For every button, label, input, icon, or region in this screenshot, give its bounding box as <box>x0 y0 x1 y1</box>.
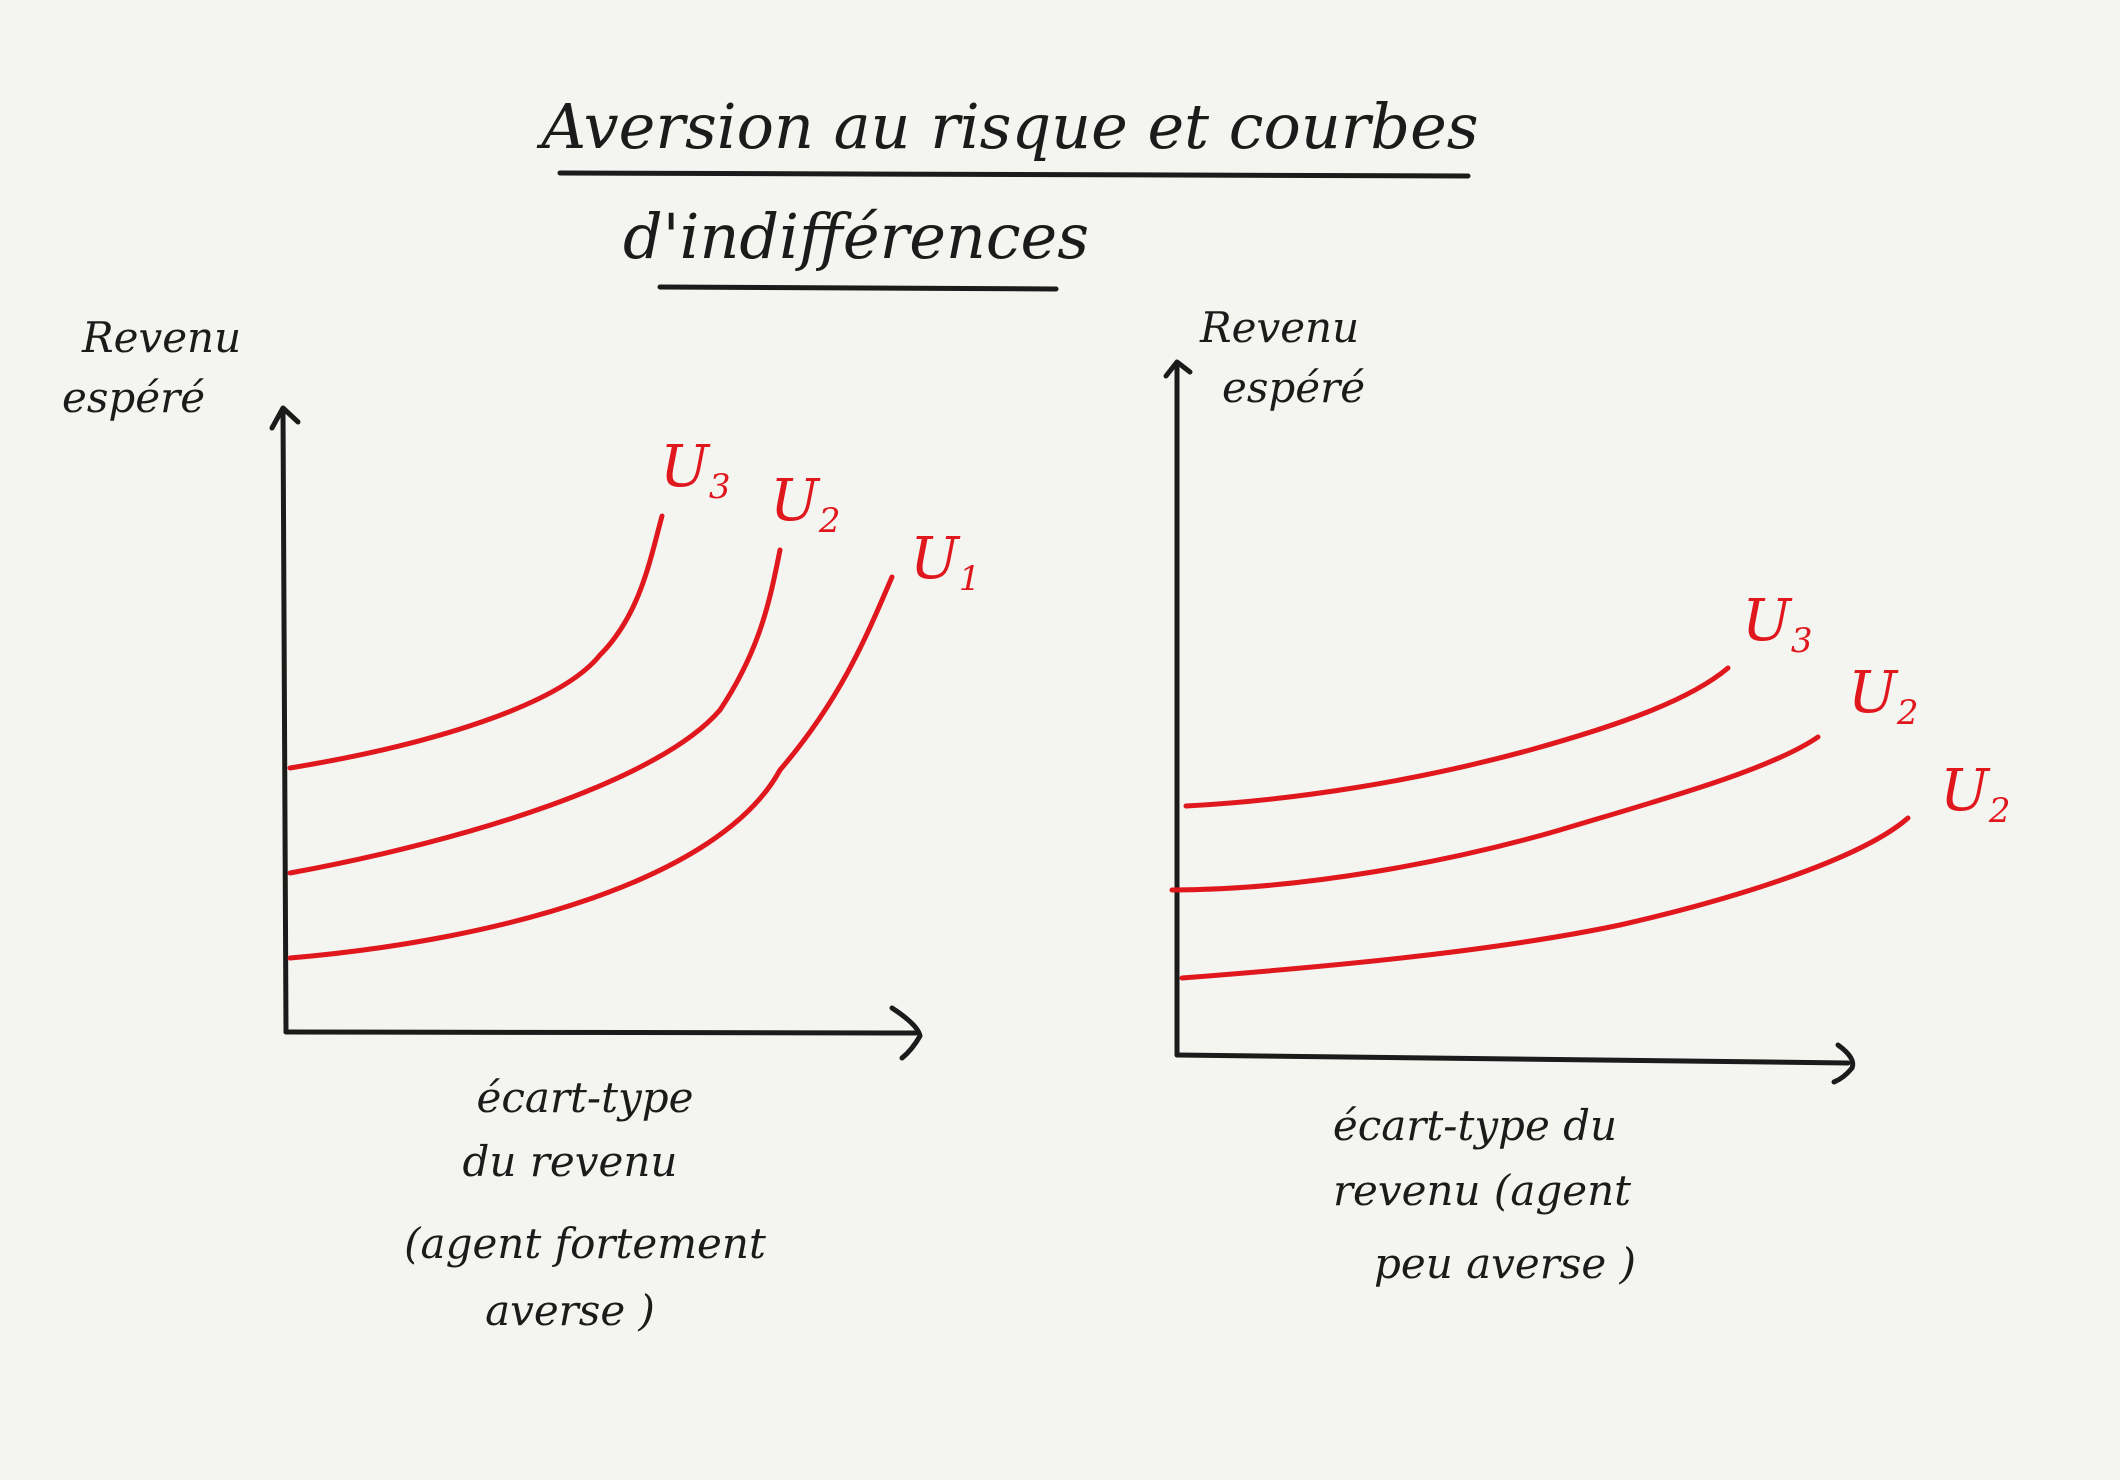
panel2-label-u2-top-letter: U <box>1848 658 1899 726</box>
title-line-1: Aversion au risque et courbes <box>536 90 1478 163</box>
panel1-label-u1-sub: 1 <box>959 559 981 599</box>
panel2-x-axis-arrowhead <box>1831 1042 1856 1085</box>
panel1-curve-u3 <box>287 513 665 771</box>
panel1-x-label-line2: du revenu <box>463 1137 678 1186</box>
panel2-x-axis <box>1174 1052 1851 1066</box>
panel2-label-u3-letter: U <box>1742 586 1793 654</box>
panel2-y-label-line1: Revenu <box>1199 303 1359 352</box>
panel2-label-u2-bottom-sub: 2 <box>1988 791 2011 831</box>
panel1-label-u2: U2 <box>770 466 841 541</box>
panel2-y-label-line2: espéré <box>1222 363 1365 412</box>
panel-slightly-averse: Revenu espéré U3 U2 U2 écart-type du rev… <box>1163 303 2011 1288</box>
panel1-label-u2-letter: U <box>770 466 821 534</box>
panel2-label-u3: U3 <box>1742 586 1813 661</box>
panel1-label-u3-letter: U <box>660 432 711 500</box>
panel1-x-label-line4: averse ) <box>485 1286 655 1335</box>
panel1-label-u3-sub: 3 <box>709 467 731 507</box>
panel1-y-axis <box>280 407 289 1035</box>
panel1-x-label-line1: écart-type <box>477 1073 694 1122</box>
panel1-y-label-line2: espéré <box>62 373 205 422</box>
panel2-label-u3-sub: 3 <box>1791 621 1813 661</box>
panel1-label-u3: U3 <box>660 432 731 507</box>
panel1-x-axis <box>283 1029 919 1036</box>
title-underline-1 <box>557 170 1471 179</box>
title-line-2: d'indifférences <box>623 200 1089 273</box>
panel-strongly-averse: Revenu espéré U3 U2 U1 écart-type du rev… <box>62 313 981 1335</box>
panel2-x-label-line1: écart-type du <box>1333 1101 1617 1150</box>
panel1-y-label-line1: Revenu <box>81 313 241 362</box>
panel2-label-u2-bottom: U2 <box>1940 756 2011 831</box>
title-underline-2 <box>657 284 1059 292</box>
panel2-label-u2-bottom-letter: U <box>1940 756 1991 824</box>
panel1-label-u1: U1 <box>910 524 981 599</box>
panel2-y-axis-arrowhead <box>1163 359 1193 379</box>
panel2-x-label-line2: revenu (agent <box>1333 1166 1631 1215</box>
panel1-y-axis-arrowhead <box>269 405 301 431</box>
panel1-x-axis-arrowhead <box>889 1005 923 1061</box>
panel1-curve-u2 <box>287 547 783 876</box>
panel2-curve-u3 <box>1183 665 1731 809</box>
panel1-label-u2-sub: 2 <box>818 501 841 541</box>
panel1-x-label-line3: (agent fortement <box>404 1219 766 1268</box>
panel2-curve-u2 <box>1169 734 1821 893</box>
panel2-label-u2-top-sub: 2 <box>1896 693 1919 733</box>
panel2-curve-u1 <box>1179 815 1911 981</box>
panel1-curve-u1 <box>287 574 895 961</box>
panel2-x-label-line3: peu averse ) <box>1374 1239 1636 1288</box>
panel2-label-u2-top: U2 <box>1848 658 1919 733</box>
panel1-label-u1-letter: U <box>910 524 961 592</box>
